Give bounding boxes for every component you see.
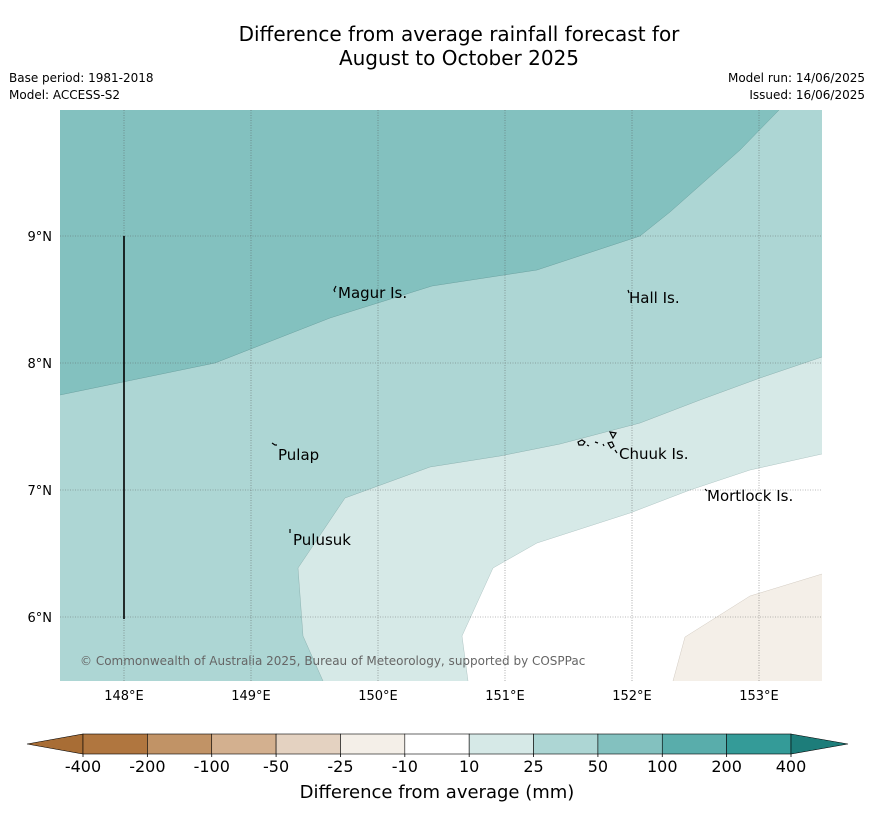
lat-ticks: 9°N 8°N 7°N 6°N [28,230,53,626]
lat-tick-8n: 8°N [28,357,53,372]
lon-ticks: 148°E 149°E 150°E 151°E 152°E 153°E [104,689,779,704]
colorbar-segment [726,733,792,755]
island-mortlock [704,488,708,492]
title-line-2: August to October 2025 [338,46,580,70]
model-run: Model run: 14/06/2025 [727,71,865,85]
label-mortlock: Mortlock Is. [707,487,793,505]
lon-tick-153e: 153°E [739,689,779,704]
colorbar-tick-label: -10 [392,757,418,776]
place-labels: Magur Is. Hall Is. Pulap Chuuk Is. Mortl… [278,284,793,549]
map-area: Magur Is. Hall Is. Pulap Chuuk Is. Mortl… [60,110,822,681]
label-magur: Magur Is. [338,284,407,302]
colorbar-extend-high [790,733,849,755]
colorbar-segment [468,733,534,755]
lon-tick-151e: 151°E [485,689,525,704]
zone-minus-25-10 [673,574,822,681]
lon-tick-148e: 148°E [104,689,144,704]
island-hall [627,289,630,294]
lat-tick-6n: 6°N [28,611,53,626]
base-period: Base period: 1981-2018 [9,71,154,85]
colorbar-tick-label: 25 [523,757,543,776]
colorbar-segment [661,733,727,755]
colorbar-tick-label: -100 [194,757,230,776]
meta-left: Base period: 1981-2018 Model: ACCESS-S2 [9,70,154,104]
island-pulap [271,442,277,446]
colorbar-segment [533,733,599,755]
colorbar-segment [340,733,406,755]
colorbar-label: Difference from average (mm) [300,782,575,803]
meta-right: Model run: 14/06/2025 Issued: 16/06/2025 [728,70,865,104]
label-chuuk: Chuuk Is. [619,445,688,463]
colorbar-tick-label: 10 [459,757,479,776]
colorbar-tick-label: -25 [327,757,353,776]
colorbar-extend-low [26,733,84,755]
colorbar-tick-label: 400 [776,757,807,776]
colorbar-tick-label: -200 [129,757,165,776]
label-pulusuk: Pulusuk [293,531,351,549]
issued-date: Issued: 16/06/2025 [749,88,865,102]
colorbar: -400 -200 -100 -50 -25 -10 10 25 50 100 200 400 [26,733,849,776]
lat-tick-9n: 9°N [28,230,53,245]
colorbar-tick-label: 100 [647,757,678,776]
colorbar-tick-label: -50 [263,757,289,776]
label-hall: Hall Is. [629,289,680,307]
colorbar-segment [211,733,277,755]
island-magur [333,285,337,293]
copyright-notice: © Commonwealth of Australia 2025, Bureau… [80,654,585,668]
colorbar-segment [147,733,213,755]
colorbar-segment [404,733,470,755]
label-pulap: Pulap [278,446,319,464]
lon-tick-150e: 150°E [358,689,398,704]
island-chuuk [577,431,618,454]
colorbar-tick-label: -400 [65,757,101,776]
title-line-1: Difference from average rainfall forecas… [238,22,680,46]
colorbar-segment [597,733,663,755]
lon-tick-152e: 152°E [612,689,652,704]
colorbar-segment [275,733,341,755]
map-title: Difference from average rainfall forecas… [0,22,873,70]
model-name: Model: ACCESS-S2 [9,88,121,102]
lat-tick-7n: 7°N [28,484,53,499]
zone-50-100 [60,110,779,395]
colorbar-segment [82,733,148,755]
colorbar-tick-label: 200 [711,757,742,776]
colorbar-tick-label: 50 [588,757,608,776]
islands [271,285,708,533]
lon-tick-149e: 149°E [231,689,271,704]
